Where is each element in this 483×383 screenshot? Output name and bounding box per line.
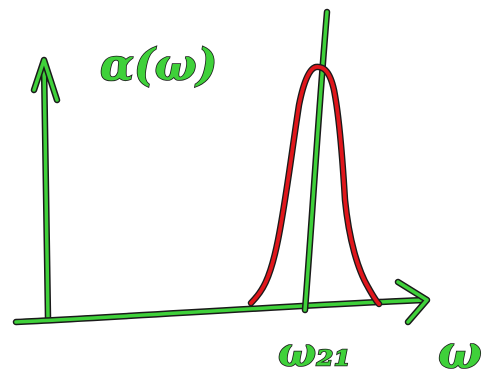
x-axis (12, 296, 429, 326)
x-axis-arrowhead (394, 278, 431, 326)
y-axis-arrowhead (30, 56, 61, 104)
x-axis-label: ω (438, 325, 482, 379)
peak-frequency-label: ω₂₁ (278, 329, 351, 376)
resonance-line (301, 8, 331, 314)
y-axis (40, 60, 52, 322)
absorption-peak-curve (247, 63, 383, 308)
y-axis-label: α(ω) (100, 40, 217, 91)
